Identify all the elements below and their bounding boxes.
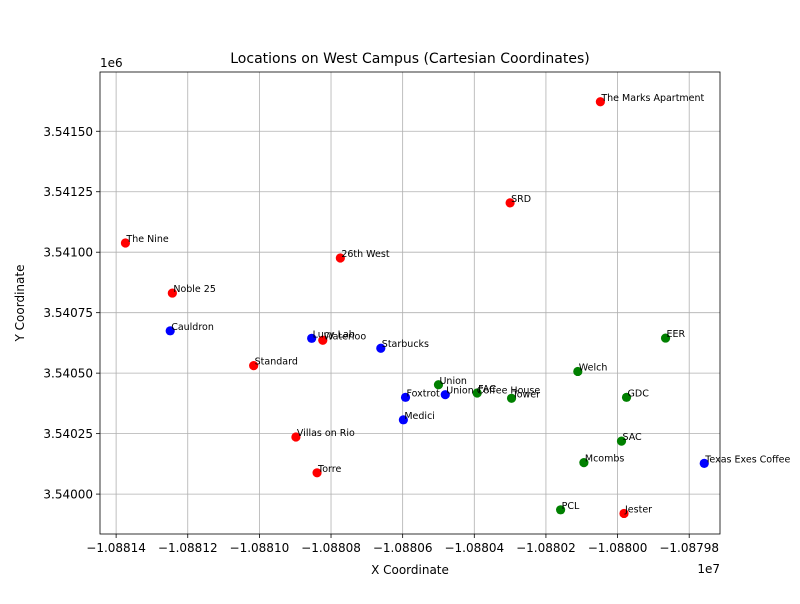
data-point <box>120 238 131 248</box>
x-axis-offset-label: 1e7 <box>697 562 720 576</box>
data-point <box>291 432 301 442</box>
x-tick-label: −1.08800 <box>588 541 648 555</box>
point-label: Waterloo <box>324 331 367 342</box>
point-label: Cauldron <box>171 322 214 333</box>
point-label: GDC <box>628 388 650 399</box>
point-label: Villas on Rio <box>297 428 355 439</box>
data-point <box>505 198 515 208</box>
data-point <box>573 366 583 377</box>
point-label: 26th West <box>341 249 389 260</box>
y-tick-label: 3.54150 <box>43 125 93 139</box>
data-point <box>556 505 566 515</box>
data-point <box>440 390 450 400</box>
plot-area-frame <box>99 71 721 535</box>
x-tick-label: −1.08806 <box>373 541 433 555</box>
point-label: Union Coffee House <box>446 386 540 397</box>
point-label: Standard <box>255 357 298 368</box>
x-tick-label: −1.08810 <box>230 541 290 555</box>
point-label: Tower <box>512 389 541 400</box>
data-point <box>376 343 386 353</box>
x-tick-label: −1.08804 <box>444 541 504 555</box>
x-tick-label: −1.08798 <box>659 541 719 555</box>
data-points <box>120 97 709 519</box>
data-point <box>579 458 589 468</box>
data-point <box>167 288 177 298</box>
y-tick-label: 3.54025 <box>43 427 93 441</box>
y-tick-label: 3.54050 <box>43 367 93 381</box>
y-tick-label: 3.54000 <box>43 488 93 502</box>
data-point <box>400 392 411 402</box>
point-label: Jester <box>624 504 652 515</box>
data-point <box>433 380 444 390</box>
y-tick-label: 3.54100 <box>43 246 93 260</box>
chart-title: Locations on West Campus (Cartesian Coor… <box>230 51 589 67</box>
y-axis-offset-label: 1e6 <box>100 56 123 70</box>
data-point <box>660 333 671 343</box>
point-label: Welch <box>579 362 608 373</box>
x-tick-label: −1.08814 <box>86 541 146 555</box>
data-point <box>472 388 482 398</box>
data-point <box>165 326 175 336</box>
point-label: Noble 25 <box>173 284 216 295</box>
point-label: Mcombs <box>585 454 625 465</box>
point-label: Starbucks <box>382 339 429 350</box>
data-point <box>619 508 629 519</box>
data-point <box>616 436 627 446</box>
point-label: Texas Exes Coffee <box>704 454 790 465</box>
data-point <box>307 333 317 343</box>
data-point <box>312 468 322 478</box>
y-axis-title: Y Coordinate <box>13 265 27 343</box>
point-label: SAC <box>623 432 643 443</box>
data-point <box>249 361 259 371</box>
data-point <box>506 393 517 403</box>
x-tick-label: −1.08812 <box>158 541 218 555</box>
point-label: PCL <box>562 501 580 512</box>
data-point <box>595 97 605 107</box>
y-tick-label: 3.54075 <box>43 306 93 320</box>
point-label: EER <box>667 329 686 340</box>
data-point <box>398 415 408 425</box>
point-label: Union <box>439 376 466 387</box>
data-point <box>335 253 345 263</box>
point-label: Lucy Lab <box>313 329 355 340</box>
y-tick-label: 3.54125 <box>43 185 93 199</box>
x-axis-title: X Coordinate <box>371 563 449 577</box>
grid <box>100 72 720 534</box>
axis-ticks: −1.08814 −1.08812 −1.08810 −1.08808 −1.08806… <box>43 125 719 555</box>
data-point <box>699 458 709 468</box>
point-label: SRD <box>511 194 531 205</box>
point-label: Medici <box>404 411 435 422</box>
data-point <box>318 335 328 345</box>
point-label: Torre <box>317 464 341 475</box>
x-tick-label: −1.08808 <box>301 541 361 555</box>
x-tick-label: −1.08802 <box>516 541 576 555</box>
data-point <box>621 392 632 402</box>
point-label: FAC <box>478 384 496 395</box>
point-labels: The Marks Apartment SRD The Nine 26th West N… <box>125 93 790 516</box>
point-label: Foxtrot <box>407 388 441 399</box>
point-label: The Nine <box>125 234 168 245</box>
point-label: The Marks Apartment <box>600 93 704 104</box>
